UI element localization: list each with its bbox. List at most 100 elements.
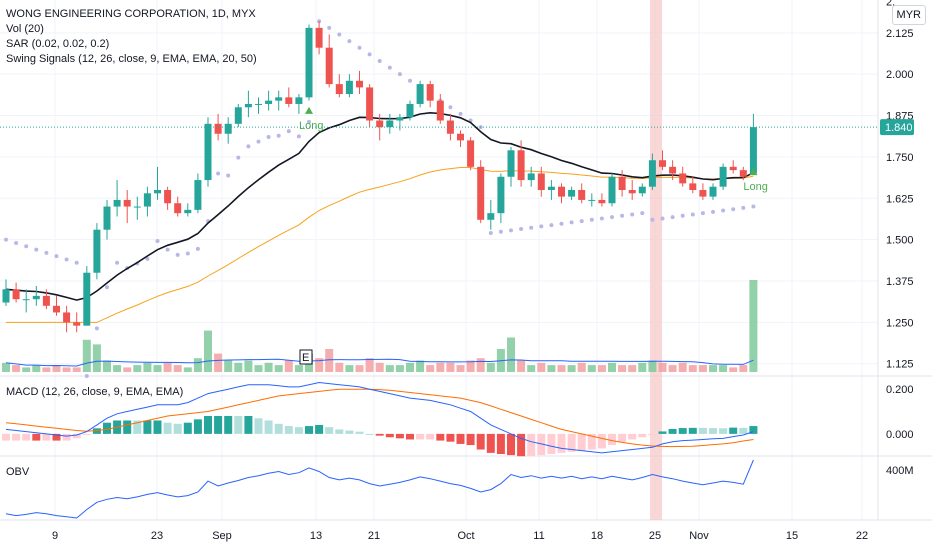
sar-legend[interactable]: SAR (0.02, 0.02, 0.2) bbox=[6, 38, 110, 50]
volume-bar bbox=[274, 365, 283, 372]
earnings-marker: E bbox=[299, 349, 313, 365]
candle-body bbox=[699, 190, 707, 197]
sar-dot bbox=[599, 216, 604, 221]
candle-body bbox=[2, 289, 10, 303]
sar-dot bbox=[377, 58, 382, 63]
sar-dot bbox=[741, 205, 746, 210]
macd-histogram-bar bbox=[608, 433, 616, 446]
sar-dot bbox=[539, 224, 544, 229]
candle-body bbox=[285, 97, 293, 104]
date-tick-label: 21 bbox=[368, 530, 380, 542]
candle-body bbox=[133, 206, 141, 208]
macd-histogram-bar bbox=[618, 433, 627, 443]
macd-legend[interactable]: MACD (12, 26, close, 9, EMA, EMA) bbox=[6, 386, 184, 398]
currency-badge[interactable]: MYR bbox=[891, 5, 926, 25]
obv-legend[interactable]: OBV bbox=[6, 466, 30, 478]
macd-histogram-bar bbox=[638, 433, 647, 438]
candle-body bbox=[628, 190, 636, 194]
volume-bar bbox=[517, 360, 526, 372]
volume-bar bbox=[325, 349, 334, 372]
sar-dot bbox=[549, 223, 554, 228]
macd-histogram-bar bbox=[678, 428, 687, 434]
macd-histogram-bar bbox=[103, 422, 111, 434]
volume-bar bbox=[113, 365, 122, 372]
sar-dot bbox=[640, 211, 645, 216]
long-signal-label: Long bbox=[743, 181, 767, 193]
candle-body bbox=[659, 160, 666, 167]
candle-body bbox=[467, 140, 475, 167]
candle-body bbox=[234, 107, 242, 124]
candle-body bbox=[174, 203, 182, 214]
candle-body bbox=[608, 176, 616, 204]
volume-bars bbox=[2, 280, 758, 372]
macd-histogram-bar bbox=[2, 433, 10, 441]
volume-bar bbox=[456, 365, 465, 372]
volume-bar bbox=[92, 344, 101, 372]
volume-bar bbox=[183, 367, 192, 372]
candle-body bbox=[255, 103, 262, 105]
macd-histogram-bar bbox=[688, 427, 697, 434]
sar-dot bbox=[630, 212, 635, 217]
ema-lines bbox=[5, 111, 754, 323]
volume-bar bbox=[719, 365, 728, 372]
sar-dot bbox=[731, 207, 736, 212]
price-tick-label: 1.375 bbox=[886, 276, 914, 288]
volume-bar bbox=[385, 365, 394, 372]
sar-dot bbox=[650, 217, 655, 222]
volume-bar bbox=[567, 365, 576, 372]
macd-histogram-bar bbox=[587, 433, 596, 450]
candle-body bbox=[315, 27, 323, 48]
candle-body bbox=[123, 199, 131, 207]
sar-dot bbox=[155, 238, 160, 243]
price-tick-label: 1.250 bbox=[886, 317, 914, 329]
candle-body bbox=[527, 173, 535, 181]
volume-bar bbox=[739, 365, 748, 372]
sar-dot bbox=[620, 213, 625, 218]
candle-body bbox=[588, 199, 596, 201]
candle-body bbox=[729, 166, 737, 171]
candle-body bbox=[356, 80, 363, 88]
candle-body bbox=[376, 120, 384, 128]
vol-legend[interactable]: Vol (20) bbox=[6, 23, 44, 35]
volume-bar bbox=[547, 365, 556, 372]
candle-body bbox=[719, 166, 727, 187]
sar-dot bbox=[165, 247, 170, 252]
volume-bar bbox=[133, 365, 142, 372]
macd-pane bbox=[2, 381, 758, 457]
volume-bar bbox=[355, 365, 364, 372]
candle-body bbox=[305, 27, 313, 98]
sar-dot bbox=[529, 225, 534, 230]
macd-histogram-bar bbox=[22, 433, 31, 441]
long-signal-arrow bbox=[305, 106, 313, 114]
volume-bar bbox=[426, 365, 435, 372]
macd-histogram-bar bbox=[284, 426, 293, 434]
macd-histogram-bar bbox=[648, 433, 657, 436]
sar-dot bbox=[307, 119, 311, 124]
obv-tick-label: 400M bbox=[886, 465, 914, 477]
sar-dot bbox=[448, 105, 453, 110]
price-tick-label: 1.625 bbox=[886, 193, 914, 205]
symbol-title[interactable]: WONG ENGINEERING CORPORATION, 1D, MYX bbox=[6, 8, 256, 20]
volume-bar bbox=[557, 365, 566, 372]
volume-bar bbox=[193, 358, 202, 372]
macd-line bbox=[5, 381, 754, 454]
sar-dot bbox=[327, 25, 332, 30]
candle-body bbox=[517, 150, 525, 181]
sar-dot bbox=[751, 204, 756, 209]
candle-body bbox=[325, 47, 333, 85]
macd-histogram-bar bbox=[123, 420, 132, 434]
macd-histogram-bar bbox=[395, 433, 404, 439]
long-signal-label: Long bbox=[299, 120, 323, 132]
candle-body bbox=[53, 305, 60, 313]
macd-histogram-bar bbox=[305, 426, 313, 434]
candle-body bbox=[669, 166, 677, 174]
highlight-band bbox=[650, 0, 662, 520]
volume-bar bbox=[375, 362, 384, 372]
volume-bar bbox=[395, 365, 404, 372]
candle-body bbox=[578, 190, 586, 200]
macd-histogram-bar bbox=[163, 422, 172, 434]
macd-histogram-bar bbox=[739, 427, 748, 434]
candle-body bbox=[184, 209, 192, 214]
swing-legend[interactable]: Swing Signals (12, 26, close, 9, EMA, EM… bbox=[6, 53, 257, 65]
